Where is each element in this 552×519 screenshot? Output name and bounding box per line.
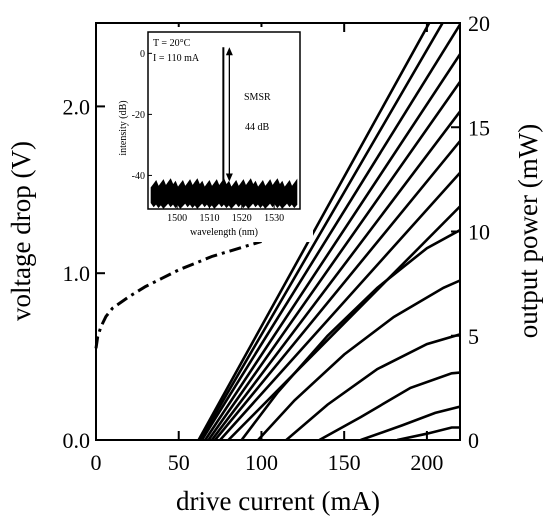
power-curve-7	[214, 139, 460, 440]
y-right-tick-label: 0	[468, 428, 479, 453]
y-right-tick-label: 20	[468, 11, 490, 36]
inset-x-tick-label: 1530	[264, 213, 284, 224]
y-right-axis-label: output power (mW)	[513, 124, 543, 338]
y-left-tick-label: 2.0	[63, 94, 91, 119]
power-curve-15	[396, 426, 460, 440]
inset-y-tick-label: -40	[132, 171, 145, 182]
y-right-tick-label: 5	[468, 324, 479, 349]
power-curve-2	[199, 23, 445, 440]
x-tick-label: 0	[91, 450, 102, 475]
power-curve-3	[200, 23, 460, 440]
inset-annotation-smsr: SMSR	[244, 92, 271, 103]
inset-y-ticks: 0 -20 -40	[132, 49, 152, 182]
y-left-axis-label: voltage drop (V)	[6, 141, 36, 321]
inset-annotation-44db: 44 dB	[245, 122, 270, 133]
inset-title-line-1: T = 20°C	[153, 38, 191, 49]
power-curve-1	[197, 23, 431, 440]
power-curve-5	[207, 79, 460, 440]
power-curve-11	[257, 279, 460, 440]
inset-chart: 1500 1510 1520 1530 0 -20 -40 T = 20°C I = 11…	[118, 27, 313, 242]
x-axis-label: drive current (mA)	[176, 486, 380, 516]
inset-x-ticks: 1500 1510 1520 1530	[167, 205, 284, 224]
inset-title-line-2: I = 110 mA	[153, 53, 200, 64]
power-curve-9	[227, 204, 460, 440]
power-curve-6	[210, 109, 460, 440]
inset-x-tick-label: 1510	[199, 213, 219, 224]
y-right-ticks: 0 5 10 15 20	[451, 11, 490, 453]
power-curve-8	[219, 170, 460, 440]
power-curve-13	[318, 371, 460, 440]
inset-y-axis-label: intensity (dB)	[118, 100, 129, 155]
inset-x-axis-label: wavelength (nm)	[190, 227, 258, 238]
y-right-tick-label: 10	[468, 220, 490, 245]
power-curve-10	[240, 228, 460, 440]
smsr-arrow-up-head	[225, 47, 233, 56]
y-left-tick-label: 1.0	[63, 261, 91, 286]
x-tick-label: 50	[168, 450, 190, 475]
y-right-tick-label: 15	[468, 115, 490, 140]
y-left-ticks: 0.0 1.0 2.0	[63, 94, 105, 453]
inset-frame	[147, 31, 301, 210]
power-curve-14	[360, 405, 460, 440]
power-curve-12	[285, 333, 460, 440]
x-ticks: 0 50 100 150 200	[91, 23, 443, 475]
smsr-arrow-down-head	[225, 173, 233, 182]
inset-x-tick-label: 1520	[232, 213, 252, 224]
y-left-tick-label: 0.0	[63, 428, 91, 453]
power-curve-4	[204, 51, 460, 440]
x-tick-label: 200	[410, 450, 443, 475]
power-curves	[197, 23, 460, 440]
voltage-curve	[94, 240, 262, 349]
x-tick-label: 150	[328, 450, 361, 475]
inset-x-tick-label: 1500	[167, 213, 187, 224]
inset-y-tick-label: -20	[132, 110, 145, 121]
x-tick-label: 100	[245, 450, 278, 475]
inset-y-tick-label: 0	[140, 49, 145, 60]
